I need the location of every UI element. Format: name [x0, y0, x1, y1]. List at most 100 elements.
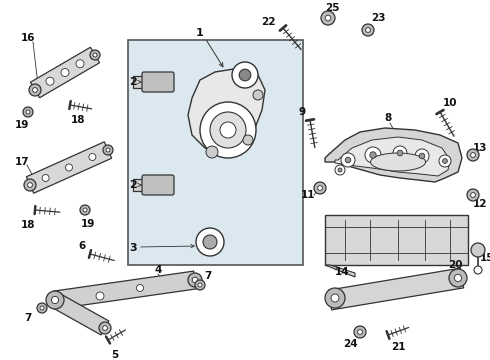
Circle shape — [37, 303, 47, 313]
Circle shape — [239, 69, 251, 81]
Bar — [128, 40, 303, 265]
Circle shape — [321, 11, 335, 25]
Circle shape — [200, 102, 256, 158]
Circle shape — [203, 235, 217, 249]
Circle shape — [449, 269, 467, 287]
Text: 1: 1 — [196, 28, 204, 38]
Circle shape — [439, 155, 451, 167]
Polygon shape — [325, 128, 462, 182]
Circle shape — [467, 149, 479, 161]
Text: 7: 7 — [24, 313, 32, 323]
Circle shape — [419, 153, 425, 159]
Circle shape — [99, 322, 111, 334]
Circle shape — [40, 306, 44, 310]
Circle shape — [196, 228, 224, 256]
Text: 6: 6 — [78, 241, 86, 251]
Text: 11: 11 — [301, 190, 315, 200]
Circle shape — [318, 186, 322, 190]
Polygon shape — [51, 293, 109, 335]
Circle shape — [195, 280, 205, 290]
Circle shape — [220, 122, 236, 138]
Polygon shape — [30, 47, 99, 98]
Circle shape — [66, 164, 73, 171]
Circle shape — [370, 152, 376, 158]
Circle shape — [471, 243, 485, 257]
Text: 19: 19 — [15, 120, 29, 130]
Polygon shape — [325, 265, 355, 277]
Text: 5: 5 — [111, 350, 119, 360]
Circle shape — [210, 112, 246, 148]
Circle shape — [102, 325, 107, 330]
Circle shape — [26, 110, 30, 114]
Polygon shape — [335, 137, 450, 176]
Text: 24: 24 — [343, 339, 357, 349]
Circle shape — [206, 146, 218, 158]
Circle shape — [474, 266, 482, 274]
Text: 19: 19 — [81, 219, 95, 229]
Circle shape — [204, 236, 216, 248]
Text: 17: 17 — [15, 157, 29, 167]
Circle shape — [253, 90, 263, 100]
Circle shape — [198, 283, 202, 287]
Circle shape — [365, 147, 381, 163]
Circle shape — [188, 273, 202, 287]
Text: 20: 20 — [448, 260, 462, 270]
Circle shape — [29, 84, 41, 96]
Circle shape — [341, 153, 355, 167]
Bar — [325, 215, 468, 265]
Circle shape — [42, 175, 49, 181]
Circle shape — [442, 159, 447, 163]
Circle shape — [137, 284, 144, 292]
Text: 2: 2 — [129, 180, 137, 190]
Circle shape — [152, 76, 164, 88]
Circle shape — [83, 208, 87, 212]
Text: 4: 4 — [154, 265, 162, 275]
Circle shape — [345, 157, 351, 163]
Text: 3: 3 — [129, 243, 137, 253]
Circle shape — [27, 183, 32, 188]
FancyBboxPatch shape — [142, 175, 174, 195]
Circle shape — [470, 193, 475, 197]
Circle shape — [325, 15, 331, 21]
Circle shape — [61, 68, 69, 77]
Circle shape — [46, 77, 54, 85]
Circle shape — [243, 135, 253, 145]
Circle shape — [366, 28, 370, 32]
FancyBboxPatch shape — [142, 72, 174, 92]
Circle shape — [89, 153, 96, 161]
Polygon shape — [188, 68, 265, 152]
Circle shape — [325, 288, 345, 308]
Circle shape — [454, 274, 462, 282]
Circle shape — [232, 62, 258, 88]
Text: 23: 23 — [371, 13, 385, 23]
Circle shape — [354, 326, 366, 338]
Text: 18: 18 — [21, 220, 35, 230]
Circle shape — [106, 148, 110, 152]
Text: 22: 22 — [261, 17, 275, 27]
Circle shape — [470, 153, 475, 157]
Circle shape — [331, 294, 339, 302]
Circle shape — [76, 60, 84, 68]
Polygon shape — [133, 179, 144, 191]
Circle shape — [93, 53, 97, 57]
Text: 25: 25 — [325, 3, 339, 13]
Text: 18: 18 — [71, 115, 85, 125]
Circle shape — [155, 79, 161, 85]
Circle shape — [90, 50, 100, 60]
Circle shape — [335, 165, 345, 175]
Circle shape — [46, 291, 64, 309]
Text: 10: 10 — [443, 98, 457, 108]
Text: 21: 21 — [391, 342, 405, 352]
Circle shape — [415, 149, 429, 163]
Ellipse shape — [370, 153, 425, 171]
Polygon shape — [328, 268, 464, 310]
Circle shape — [80, 205, 90, 215]
Circle shape — [358, 330, 363, 334]
Circle shape — [192, 277, 198, 283]
Polygon shape — [133, 76, 144, 88]
Circle shape — [362, 24, 374, 36]
Text: 2: 2 — [129, 77, 137, 87]
Circle shape — [152, 179, 164, 191]
Text: 8: 8 — [384, 113, 392, 123]
Circle shape — [314, 182, 326, 194]
